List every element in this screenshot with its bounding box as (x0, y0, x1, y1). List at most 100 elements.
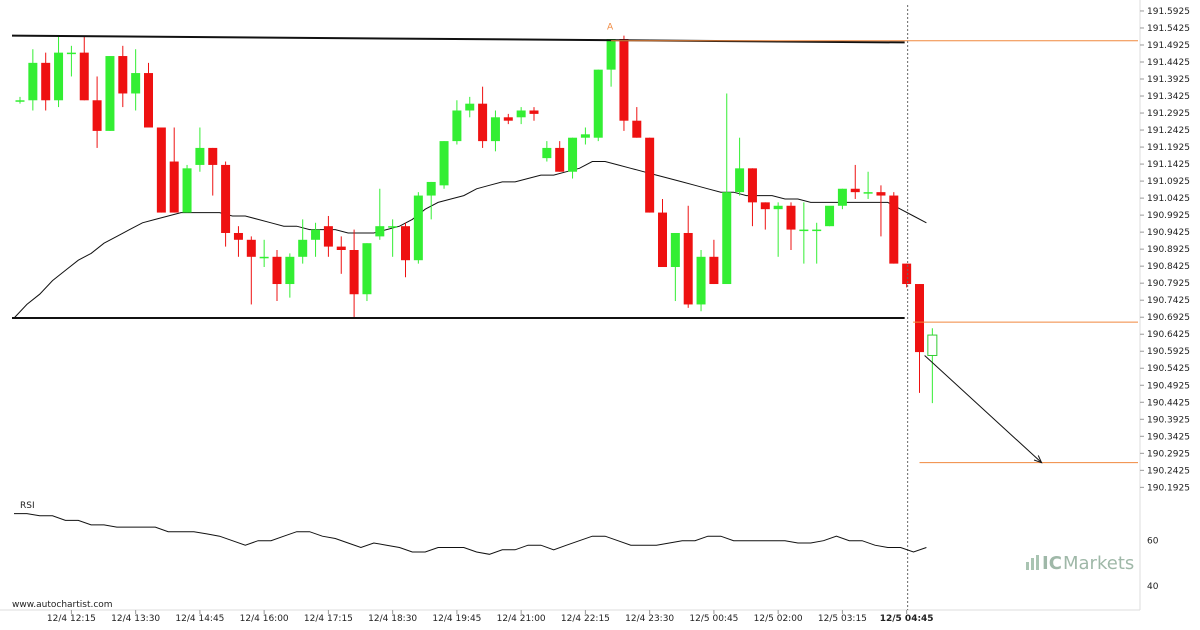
candle-body (555, 147, 565, 172)
price-tick-label: 191.3425 (1147, 92, 1190, 102)
price-tick-label: 191.0925 (1147, 177, 1190, 187)
candle-body (79, 52, 89, 101)
logo-markets-text: Markets (1063, 553, 1134, 574)
forecast-arrowhead (1033, 455, 1043, 464)
source-watermark: www.autochartist.com (12, 600, 113, 610)
time-tick-label: 12/4 23:30 (625, 614, 674, 624)
candle-body (311, 229, 321, 240)
time-tick-label: 12/5 02:00 (754, 614, 803, 624)
candle-body (799, 229, 809, 232)
price-tick-label: 191.2925 (1147, 109, 1190, 119)
price-tick-label: 190.6925 (1147, 313, 1190, 323)
time-tick-label: 12/5 00:45 (689, 614, 738, 624)
price-tick-label: 191.2425 (1147, 126, 1190, 136)
time-tick-label: 12/5 04:45 (880, 614, 934, 624)
candle-body (336, 246, 346, 250)
bars-icon (1026, 555, 1039, 570)
candle-body-current (927, 334, 938, 356)
candle-body (863, 192, 873, 194)
price-tick-label: 191.5425 (1147, 24, 1190, 34)
candle-body (156, 127, 166, 213)
candle-body (105, 56, 115, 131)
price-tick-label: 191.4925 (1147, 41, 1190, 51)
resistance-line (11, 34, 905, 44)
candle-body (747, 168, 757, 203)
moving-average-layer (13, 161, 927, 319)
candle-body (144, 73, 153, 128)
price-tick-label: 190.4925 (1147, 381, 1190, 391)
candle-body (169, 161, 179, 213)
time-tick-label: 12/5 03:15 (818, 614, 867, 624)
candle-body (426, 181, 436, 196)
time-tick-label: 12/4 22:15 (561, 614, 610, 624)
candle-body (683, 232, 693, 305)
time-tick-label: 12/4 17:15 (304, 614, 353, 624)
candle-body (465, 103, 475, 111)
price-tick-label: 190.9425 (1147, 228, 1190, 238)
candle-body (606, 39, 616, 70)
candle-body (323, 226, 333, 247)
candle-body (709, 256, 719, 285)
candle-body (593, 69, 603, 138)
candle-body (632, 120, 642, 138)
price-tick-label: 190.9925 (1147, 211, 1190, 221)
candle-body (182, 168, 192, 213)
price-tick-label: 190.2425 (1147, 466, 1190, 476)
price-tick-label: 191.0425 (1147, 194, 1190, 204)
candles-layer (15, 35, 938, 404)
candle-body (41, 62, 51, 101)
candle-body (131, 73, 141, 94)
candle-body (786, 205, 796, 230)
candle-body (439, 141, 449, 186)
candle-body (645, 137, 655, 213)
candle-body (118, 56, 128, 94)
forecast-arrow (924, 355, 1042, 464)
candle-body (670, 232, 680, 268)
candle-body (696, 256, 706, 305)
candle-body (66, 52, 76, 55)
candle-body (272, 256, 282, 285)
time-axis: 12/4 12:15 12/4 13:30 12/4 14:45 12/4 16:00… (47, 610, 934, 624)
pattern-lines-layer: A (11, 5, 1138, 610)
candle-body (388, 226, 398, 228)
time-tick-label: 12/4 19:45 (432, 614, 481, 624)
time-tick-label: 12/4 12:15 (47, 614, 96, 624)
rsi-line (14, 513, 927, 555)
candle-body (375, 226, 385, 237)
candle-body (902, 263, 912, 285)
candle-body (773, 205, 783, 210)
candle-body (889, 195, 899, 264)
icmarkets-logo: IC Markets (1026, 553, 1134, 574)
time-tick-label: 12/4 18:30 (368, 614, 417, 624)
candle-body (259, 256, 269, 259)
candle-body (568, 137, 578, 172)
candle-body (529, 110, 539, 114)
candle-body (298, 239, 308, 257)
price-tick-label: 190.4425 (1147, 398, 1190, 408)
candle-body (516, 110, 526, 118)
candle-body (503, 117, 513, 121)
price-tick-label: 190.5925 (1147, 347, 1190, 357)
candle-body (825, 205, 835, 227)
candle-body (876, 192, 886, 196)
price-tick-label: 190.7425 (1147, 296, 1190, 306)
time-tick-label: 12/4 14:45 (175, 614, 224, 624)
candle-body (490, 117, 500, 142)
candle-body (54, 52, 64, 101)
price-tick-label: 190.6425 (1147, 330, 1190, 340)
time-tick-label: 12/4 21:00 (497, 614, 546, 624)
candle-body (233, 232, 243, 240)
candle-body (246, 239, 256, 257)
price-tick-label: 190.5425 (1147, 364, 1190, 374)
pattern-marker-label: A (607, 23, 614, 33)
rsi-tick-label: 60 (1147, 537, 1159, 547)
price-tick-label: 190.7925 (1147, 279, 1190, 289)
price-tick-label: 191.5925 (1147, 7, 1190, 17)
time-tick-label: 12/4 13:30 (111, 614, 160, 624)
price-tick-label: 190.3925 (1147, 415, 1190, 425)
price-tick-label: 190.2925 (1147, 449, 1190, 459)
moving-average-line (13, 161, 927, 319)
time-tick-label: 12/4 16:00 (240, 614, 289, 624)
candle-body (850, 188, 860, 193)
price-tick-label: 190.1925 (1147, 483, 1190, 493)
